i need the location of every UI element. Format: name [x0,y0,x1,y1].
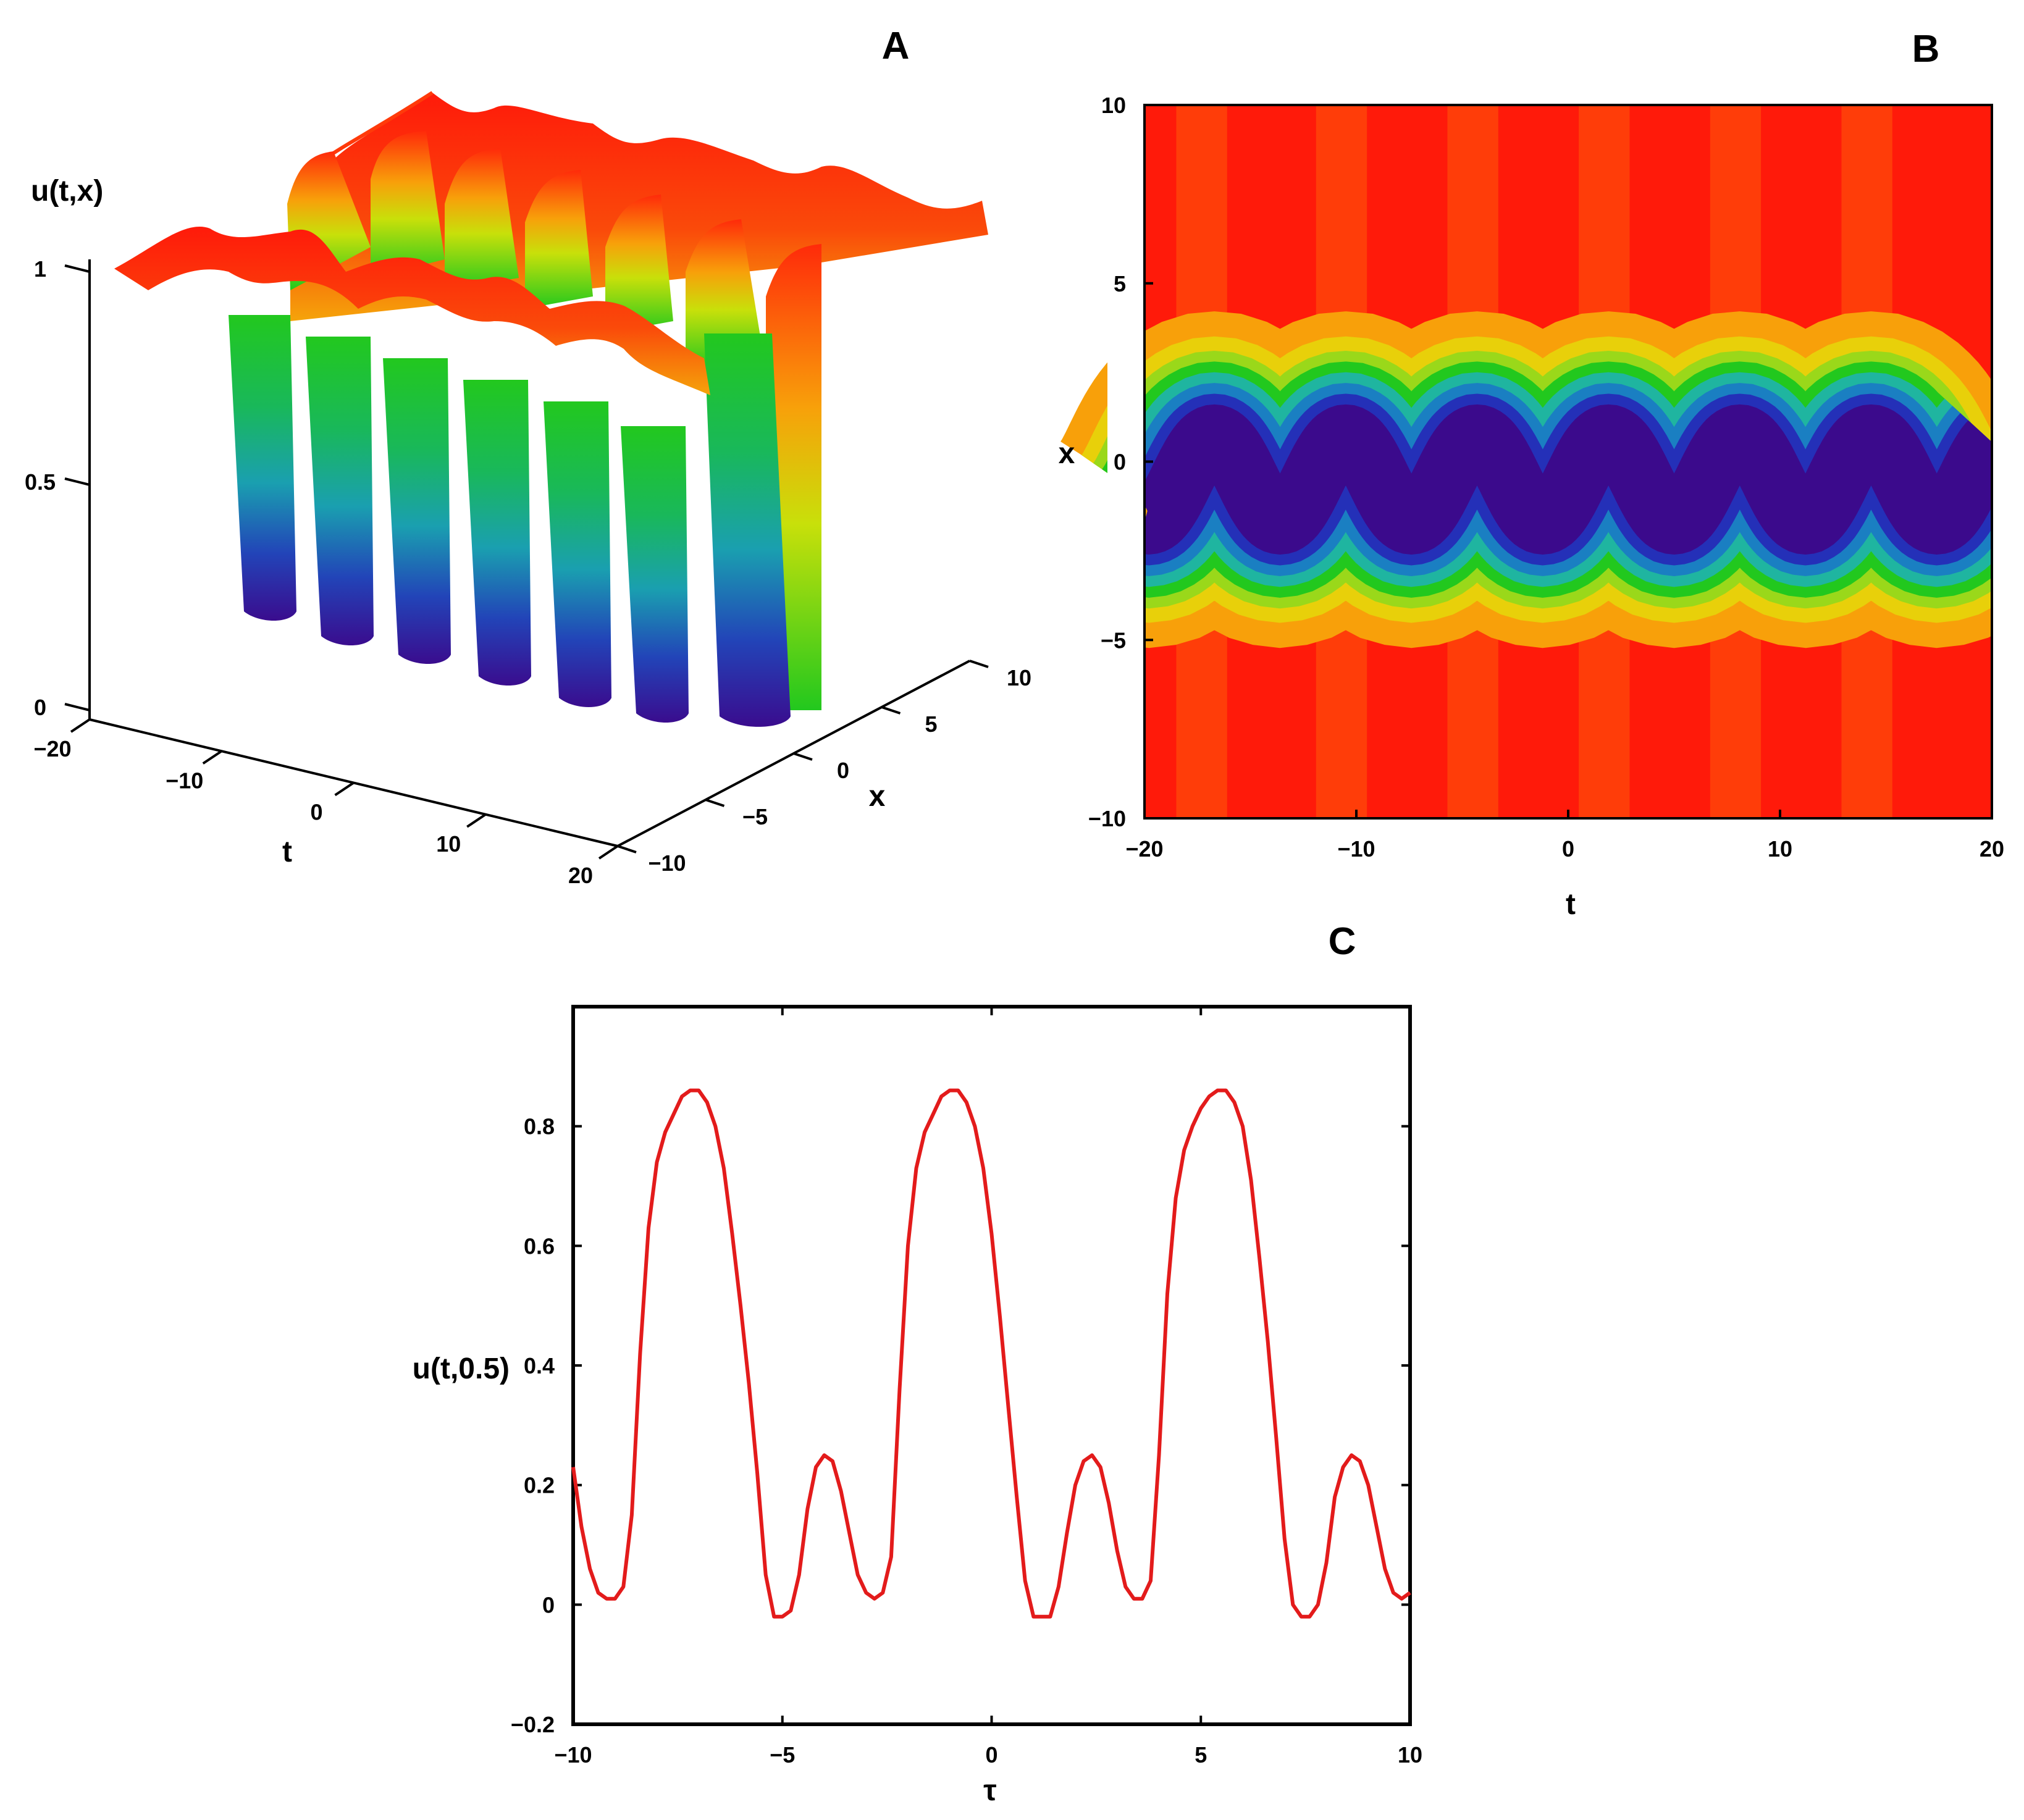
t-tick-mark [202,750,222,765]
line-x-tick-label: −10 [554,1742,592,1768]
t-tick-label: 0 [310,800,322,825]
x-tick-mark [705,799,725,807]
heatmap-clip-right [1992,105,2024,818]
z-tick-label: 0.5 [25,469,56,495]
z-tick-label: 1 [34,256,46,282]
x-tick-mark [881,706,901,715]
panel-b-letter: B [1912,28,1940,70]
plot-frame [571,1005,1412,1726]
x-tick-mark [617,845,637,853]
line-x-tick-label: 5 [1195,1742,1207,1768]
panel-a-letter: A [882,25,910,67]
line-x-label: τ [983,1774,996,1807]
t-tick-label: −10 [166,768,203,793]
x-tick-mark [793,752,813,761]
t-tick-mark [334,781,355,797]
panel-c-line-plot: C −10 −5 0 5 10 −0.2 0 0.2 0.4 0.6 0.8 τ u(t,0.5) [413,920,1422,1807]
line-x-tick-label: 0 [985,1742,997,1768]
t-tick-label: 10 [436,831,461,857]
line-y-tick-label: 0.2 [524,1473,555,1498]
heatmap-field [1060,105,2024,818]
x-tick-mark [969,660,989,668]
series-line-u-t-0-5 [571,1088,1411,1619]
heatmap-y-label: x [1059,437,1075,470]
t-tick-label: 20 [568,863,593,888]
t-tick-mark [466,813,487,828]
x-tick-label: 0 [837,758,849,783]
x-axis-label: x [869,780,886,813]
heatmap-x-tick-label: 0 [1562,836,1574,862]
panel-c-ticks: −10 −5 0 5 10 −0.2 0 0.2 0.4 0.6 0.8 [511,1007,1422,1768]
t-tick-mark [598,845,619,860]
heatmap-y-tick-label: 10 [1101,93,1126,118]
z-tick-mark [64,703,90,711]
surface-trough-walls [229,315,791,727]
line-y-tick-label: −0.2 [511,1712,555,1737]
t-axis-label: t [282,836,292,868]
line-y-label: u(t,0.5) [413,1352,510,1385]
z-tick-mark [64,264,90,273]
z-tick-label: 0 [34,695,46,720]
heatmap-y-tick-label: −10 [1088,806,1126,831]
panel-b-ticks: −20 −10 0 10 20 −10 −5 0 5 10 [1088,93,2004,862]
t-tick-label: −20 [33,736,71,761]
heatmap-x-tick-label: 20 [1980,836,2004,862]
z-tick-mark [64,477,90,486]
heatmap-x-tick-label: −20 [1125,836,1163,862]
x-tick-label: −10 [648,850,686,876]
z-axis-label: u(t,x) [31,175,103,208]
line-x-tick-label: −5 [770,1742,795,1768]
surface-front-ridge [114,227,710,395]
x-tick-label: −5 [742,804,768,829]
line-x-tick-label: 10 [1398,1742,1422,1768]
panel-a-ticks: 0 0.5 1 −20 −10 0 10 20 −10 −5 0 5 10 [25,256,1031,888]
line-y-tick-label: 0.6 [524,1233,555,1259]
panel-b-heatmap: B −20 −10 0 10 20 −10 −5 0 5 10 t x [1059,28,2024,921]
heatmap-y-tick-label: −5 [1101,627,1126,653]
heatmap-x-tick-label: −10 [1337,836,1375,862]
heatmap-x-tick-label: 10 [1768,836,1792,862]
t-tick-mark [70,718,91,733]
x-tick-label: 5 [925,711,937,737]
heatmap-valley-band [1135,404,2016,555]
heatmap-x-label: t [1566,888,1576,921]
heatmap-y-tick-label: 0 [1114,450,1126,475]
panel-c-letter: C [1329,920,1356,963]
heatmap-y-tick-label: 5 [1114,271,1126,296]
line-y-tick-label: 0.4 [524,1353,555,1378]
panel-a-surface-plot: A [25,25,1031,888]
line-y-tick-label: 0 [542,1592,555,1617]
line-y-tick-label: 0.8 [524,1114,555,1139]
x-tick-label: 10 [1007,665,1031,690]
heatmap-clip-left [1107,105,1144,818]
